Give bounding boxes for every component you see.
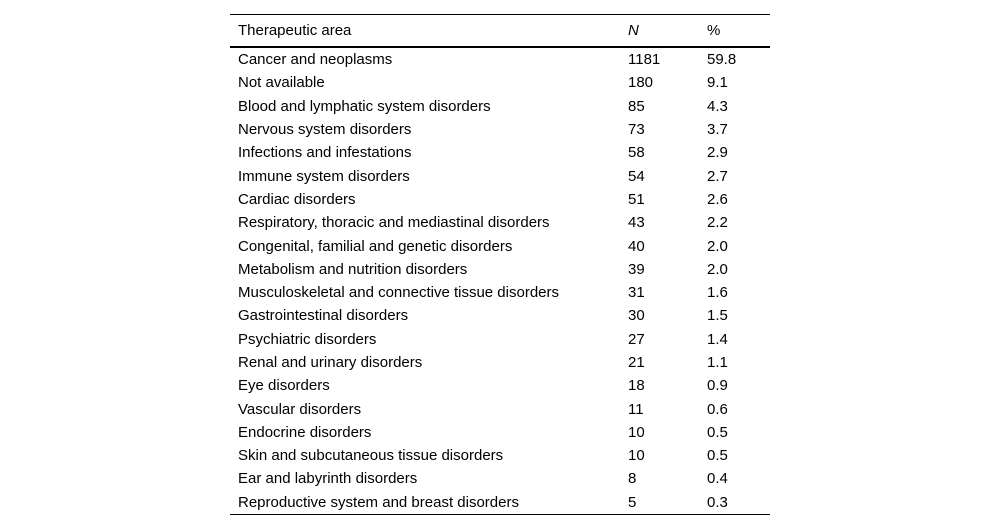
table-row: Ear and labyrinth disorders 8 0.4 [230, 467, 770, 490]
n-cell: 31 [628, 284, 645, 302]
n-cell: 10 [628, 447, 645, 465]
table-row: Not available 180 9.1 [230, 71, 770, 94]
percent-cell: 1.5 [707, 307, 728, 325]
n-cell: 180 [628, 74, 654, 92]
therapeutic-area-cell: Infections and infestations [238, 144, 412, 162]
n-cell: 27 [628, 330, 645, 348]
therapeutic-area-cell: Cancer and neoplasms [238, 51, 393, 69]
percent-cell: 2.2 [707, 214, 728, 232]
table-row: Musculoskeletal and connective tissue di… [230, 281, 770, 304]
n-cell: 8 [628, 470, 637, 488]
therapeutic-area-table: Therapeutic area N % Cancer and neoplasm… [230, 14, 770, 515]
therapeutic-area-cell: Reproductive system and breast disorders [238, 493, 519, 511]
table-row: Metabolism and nutrition disorders 39 2.… [230, 258, 770, 281]
n-cell: 21 [628, 354, 645, 371]
n-cell: 40 [628, 237, 645, 255]
therapeutic-area-cell: Congenital, familial and genetic disorde… [238, 237, 513, 255]
n-cell: 43 [628, 214, 645, 232]
percent-cell: 1.4 [707, 330, 728, 348]
table-row: Gastrointestinal disorders 30 1.5 [230, 304, 770, 327]
n-cell: 58 [628, 144, 645, 162]
table-row: Respiratory, thoracic and mediastinal di… [230, 211, 770, 234]
table-row: Renal and urinary disorders 21 1.1 [230, 351, 770, 374]
n-cell: 1181 [628, 51, 661, 69]
percent-cell: 4.3 [707, 97, 728, 115]
table-row: Nervous system disorders 73 3.7 [230, 118, 770, 141]
therapeutic-area-cell: Musculoskeletal and connective tissue di… [238, 284, 559, 302]
n-cell: 73 [628, 121, 645, 139]
n-cell: 5 [628, 493, 637, 511]
therapeutic-area-cell: Vascular disorders [238, 400, 362, 418]
therapeutic-area-cell: Nervous system disorders [238, 121, 412, 139]
percent-cell: 1.1 [707, 354, 728, 371]
n-cell: 51 [628, 190, 645, 208]
n-cell: 39 [628, 260, 645, 278]
table-row: Cancer and neoplasms 1181 59.8 [230, 48, 770, 71]
table-row: Congenital, familial and genetic disorde… [230, 234, 770, 257]
header-n: N [628, 22, 639, 39]
n-cell: 54 [628, 167, 645, 185]
percent-cell: 2.6 [707, 190, 728, 208]
table-row: Endocrine disorders 10 0.5 [230, 421, 770, 444]
therapeutic-area-cell: Metabolism and nutrition disorders [238, 260, 468, 278]
n-cell: 30 [628, 307, 645, 325]
percent-cell: 0.4 [707, 470, 728, 488]
percent-cell: 2.7 [707, 167, 728, 185]
percent-cell: 2.0 [707, 260, 728, 278]
percent-cell: 59.8 [707, 51, 737, 69]
table-row: Eye disorders 18 0.9 [230, 374, 770, 397]
header-therapeutic-area: Therapeutic area [238, 22, 352, 39]
therapeutic-area-cell: Psychiatric disorders [238, 330, 377, 348]
therapeutic-area-cell: Cardiac disorders [238, 190, 356, 208]
table-row: Psychiatric disorders 27 1.4 [230, 328, 770, 351]
therapeutic-area-cell: Immune system disorders [238, 167, 410, 185]
header-percent: % [707, 22, 721, 39]
table-header-row: Therapeutic area N % [230, 15, 770, 48]
percent-cell: 2.0 [707, 237, 728, 255]
percent-cell: 0.6 [707, 400, 728, 418]
percent-cell: 0.5 [707, 447, 728, 465]
table-row: Cardiac disorders 51 2.6 [230, 188, 770, 211]
n-cell: 85 [628, 97, 645, 115]
n-cell: 18 [628, 377, 645, 395]
therapeutic-area-cell: Not available [238, 74, 325, 92]
therapeutic-area-cell: Gastrointestinal disorders [238, 307, 409, 325]
percent-cell: 2.9 [707, 144, 728, 162]
percent-cell: 3.7 [707, 121, 728, 139]
therapeutic-area-cell: Renal and urinary disorders [238, 354, 423, 371]
therapeutic-area-cell: Blood and lymphatic system disorders [238, 97, 491, 115]
table-row: Vascular disorders 11 0.6 [230, 397, 770, 420]
table-row: Immune system disorders 54 2.7 [230, 164, 770, 187]
percent-cell: 0.9 [707, 377, 728, 395]
n-cell: 10 [628, 423, 645, 441]
percent-cell: 1.6 [707, 284, 728, 302]
therapeutic-area-cell: Endocrine disorders [238, 423, 372, 441]
percent-cell: 9.1 [707, 74, 728, 92]
therapeutic-area-cell: Eye disorders [238, 377, 330, 395]
therapeutic-area-cell: Respiratory, thoracic and mediastinal di… [238, 214, 550, 232]
therapeutic-area-cell: Ear and labyrinth disorders [238, 470, 418, 488]
table-row: Infections and infestations 58 2.9 [230, 141, 770, 164]
table-body: Cancer and neoplasms 1181 59.8 Not avail… [230, 48, 770, 514]
table-row: Reproductive system and breast disorders… [230, 491, 770, 514]
table-row: Blood and lymphatic system disorders 85 … [230, 95, 770, 118]
percent-cell: 0.3 [707, 493, 728, 511]
therapeutic-area-cell: Skin and subcutaneous tissue disorders [238, 447, 504, 465]
n-cell: 11 [628, 400, 644, 418]
percent-cell: 0.5 [707, 423, 728, 441]
table-row: Skin and subcutaneous tissue disorders 1… [230, 444, 770, 467]
